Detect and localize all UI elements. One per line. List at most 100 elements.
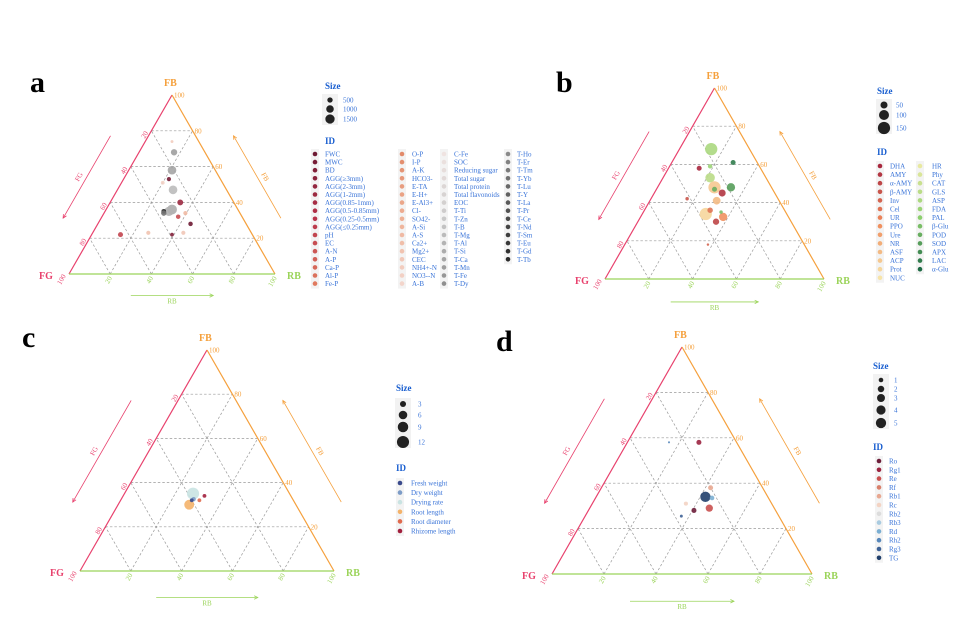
size-legend-label: 1500 [343,116,358,124]
id-legend-item: Total protein [454,183,490,191]
fg-direction-arrow-head [598,215,603,221]
id-legend-item: FWC [325,151,341,159]
id-legend-marker [312,216,318,222]
data-point-amy [718,189,726,197]
grid-line-fg [105,526,132,572]
id-legend-item: NH4+-N [412,264,437,272]
id-legend-marker [505,248,511,254]
fg-direction-arrow-head [62,214,67,219]
id-legend-marker [399,192,405,197]
grid-line-fg [89,238,111,275]
id-legend-marker [397,480,403,486]
size-legend-title: Size [877,86,893,96]
id-legend-item: α-AMY [890,180,912,188]
id-legend-item: T-Eu [517,240,531,248]
tick-label-fg: 40 [618,436,629,446]
id-legend-item: HR [932,163,942,171]
id-legend-item: I-P [412,159,421,167]
tick-label-fb: 100 [209,347,220,355]
id-legend-marker [877,241,883,246]
id-legend-marker [877,215,883,220]
tick-label-fb: 20 [804,237,812,245]
data-point-t-al [164,206,174,216]
id-legend-item: PAL [932,214,945,222]
id-legend-marker [399,248,405,254]
size-legend-label: 1 [894,377,898,385]
size-legend-label: 1000 [343,106,358,114]
id-legend-item: CEC [412,256,426,264]
size-legend-label: 6 [418,412,422,420]
id-legend-item: T-Si [454,248,466,256]
vertex-label-fg: FG [50,568,64,579]
tick-label-fb: 60 [760,161,768,169]
id-legend-item: T-Mg [454,232,470,240]
id-legend-item: NO3--N [412,272,435,280]
tick-label-rb: 20 [104,275,115,285]
fb-arrow-label: FB [792,445,803,457]
tick-label-fg: 80 [615,239,626,249]
size-legend-label: 3 [418,401,422,409]
size-legend-label: 9 [418,424,422,432]
id-legend-item: T-Ca [454,256,469,264]
id-legend-item: Reducing sugar [454,167,498,175]
id-legend-marker [877,223,883,229]
fg-axis-line [79,349,208,572]
fb-direction-arrow-head [759,398,764,403]
fb-direction-arrow [759,398,820,504]
grid-line-rb [648,126,737,280]
tick-label-fg: 60 [592,482,603,492]
fg-arrow-label: FG [610,170,621,182]
id-legend-marker [876,476,882,481]
id-legend-marker [876,467,882,473]
size-legend-marker [877,385,885,393]
id-legend-marker [877,189,883,195]
data-point-ec [175,214,181,219]
id-legend-marker [441,216,447,222]
id-legend-marker [917,249,923,255]
id-legend-marker [441,248,447,254]
id-legend-item: Cel [890,206,900,214]
id-legend-marker [312,167,318,173]
id-legend-item: E-TA [412,183,427,191]
size-legend-marker [878,377,884,383]
vertex-label-fb: FB [164,78,177,89]
tick-label-rb: 20 [124,572,135,582]
id-legend-item: AGG(2-3mm) [325,183,366,191]
tick-label-fg: 80 [566,527,577,537]
id-legend-marker [505,159,511,165]
id-legend-item: T-Mn [454,264,470,272]
grid-line-fg [692,126,781,280]
size-legend-label: 500 [343,97,354,105]
id-legend-marker [505,151,511,157]
tick-label-rb: 100 [267,275,279,289]
id-legend-item: T-La [517,199,531,207]
fb-axis-line [206,349,335,572]
fb-direction-arrow [233,135,282,219]
id-legend-item: LAC [932,257,946,265]
data-point-rh2 [667,441,671,444]
grid-line-fg [130,482,182,572]
tick-label-rb: 40 [686,280,697,290]
grid-line-rb [192,202,235,275]
id-legend-item: Ca-P [325,264,339,272]
id-legend-item: Fe-P [325,280,338,288]
vertex-label-fb: FB [674,330,687,341]
id-legend-marker [917,223,923,229]
data-point-root-diameter [197,498,202,503]
data-point-t-mg [168,185,178,195]
tick-label-fg: 100 [56,273,68,287]
fb-axis-line [681,346,813,575]
id-legend-item: Re [889,475,897,483]
size-legend-marker [876,405,886,415]
size-legend-marker [880,101,888,109]
id-legend-marker [397,509,403,515]
tick-label-fb: 20 [788,525,796,533]
data-point-rb1 [708,485,714,491]
fb-arrow-label: FB [259,171,270,183]
id-legend-marker [876,493,882,499]
data-point-t-yb [161,210,167,216]
id-legend-item: Rhizome length [411,528,456,536]
id-legend-item: T-Fe [454,272,467,280]
id-legend-marker [505,192,511,197]
id-legend-item: GLS [932,188,945,196]
